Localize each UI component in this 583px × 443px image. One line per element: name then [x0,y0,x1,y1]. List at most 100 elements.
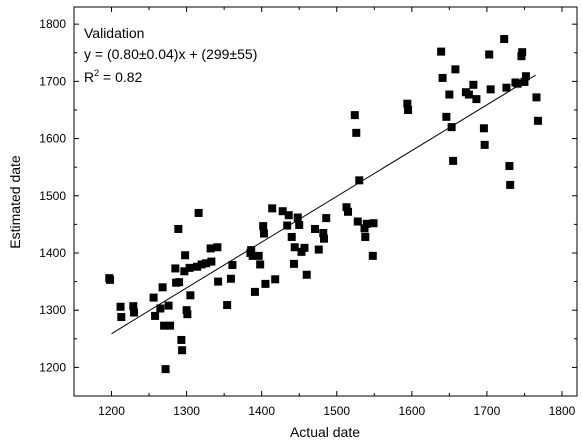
data-point [295,220,304,229]
data-point [486,85,495,94]
data-point [259,222,268,231]
x-tick-label: 1600 [398,404,425,418]
data-point [213,243,222,252]
data-point [194,208,203,217]
data-point [178,346,187,355]
data-point [289,259,298,268]
data-point [344,207,353,216]
data-point [171,264,180,273]
data-point [207,257,216,266]
data-point [268,204,277,213]
data-point [513,79,522,88]
data-point [248,251,257,260]
annotation-equation: y = (0.80±0.04)x + (299±55) [84,46,257,62]
data-point [464,90,473,99]
tick-labels: 1200 1300 1400 1500 1600 1700 1800 1200 1300 1400… [39,17,575,418]
data-point [247,246,256,255]
data-point [403,99,412,108]
data-point [256,260,265,269]
data-point [250,287,259,296]
data-point [369,219,378,228]
data-point [156,304,165,313]
data-point [160,321,169,330]
data-point [442,112,451,121]
data-point [185,263,194,272]
data-point [166,321,175,330]
data-point [472,95,481,104]
data-point [353,217,362,226]
data-point [193,262,202,271]
data-point [300,243,309,252]
data-point [502,83,511,92]
regression-line [111,74,536,335]
data-point [254,251,263,260]
data-point [228,260,237,269]
data-point [130,308,139,317]
data-point [447,123,456,132]
data-point [151,311,160,320]
data-point [479,124,488,133]
data-point [181,251,190,260]
data-point [438,73,447,82]
data-point [164,301,173,310]
y-tick-label: 1200 [39,360,66,374]
data-point [206,244,215,253]
data-point [278,207,287,216]
data-point [352,128,361,137]
data-point [177,335,186,344]
data-point [500,35,509,44]
annotation-r2-prefix: R [84,69,94,85]
data-point [437,47,446,56]
x-axis-label: Actual date [290,424,360,440]
data-point [226,274,235,283]
data-point [532,93,541,102]
data-point [319,228,328,237]
data-point [485,50,494,59]
annotation-r2-value: = 0.82 [99,69,142,85]
data-point [183,310,192,319]
data-point [174,224,183,233]
data-point [175,278,184,287]
data-point [287,232,296,241]
data-point [117,313,126,322]
data-point [223,301,232,310]
data-point [290,243,299,252]
y-tick-label: 1400 [39,246,66,260]
data-point [129,302,138,311]
data-point [158,283,167,292]
data-point [521,72,530,81]
data-point [202,259,211,268]
data-point [302,270,311,279]
annotation-r2: R2 = 0.82 [84,68,143,85]
x-tick-label: 1200 [98,404,125,418]
y-tick-label: 1500 [39,189,66,203]
data-point [197,260,206,269]
data-point [149,293,158,302]
data-point [161,365,170,374]
data-point [520,77,529,86]
plot-frame [73,6,578,397]
y-tick-label: 1600 [39,132,66,146]
data-point [297,247,306,256]
data-point [505,162,514,171]
data-point [362,219,371,228]
data-point [322,214,331,223]
data-points [105,35,542,374]
x-tick-label: 1500 [323,404,350,418]
data-point [533,116,542,125]
data-point [517,52,526,61]
annotation-r2-sup: 2 [94,68,99,78]
x-tick-label: 1300 [173,404,200,418]
data-point [342,203,351,212]
axis-ticks [73,7,577,397]
data-point [451,65,460,74]
y-axis-label: Estimated date [7,155,23,249]
data-point [355,176,364,185]
data-point [186,291,195,300]
y-tick-label: 1300 [39,303,66,317]
data-point [261,279,270,288]
data-point [469,80,478,89]
data-point [283,221,292,230]
y-tick-label: 1700 [39,74,66,88]
